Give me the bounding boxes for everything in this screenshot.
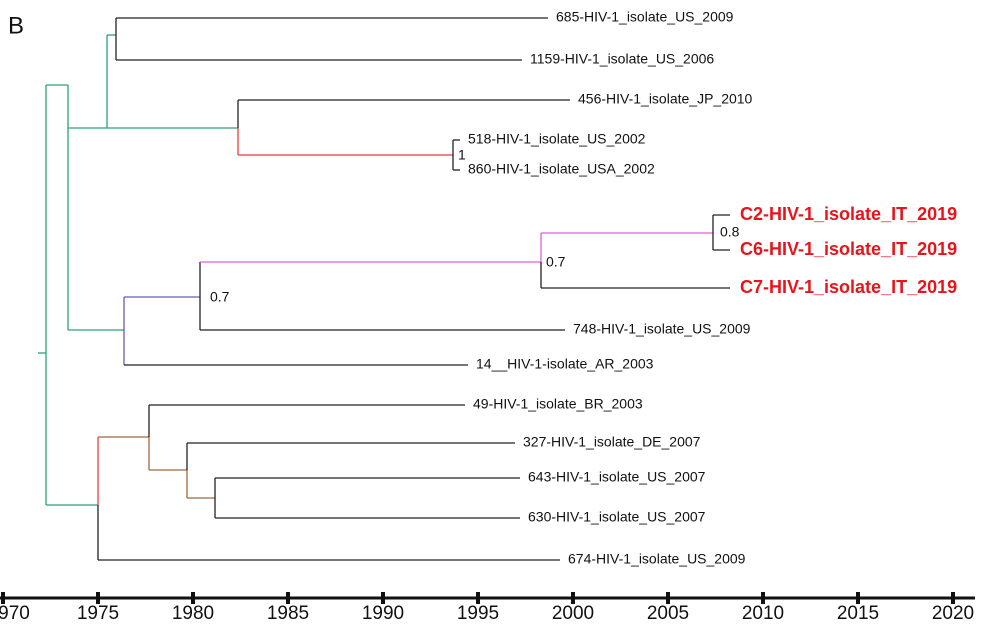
tick-label: 1980 xyxy=(172,603,214,624)
tip-label: C7-HIV-1_isolate_IT_2019 xyxy=(740,277,957,297)
tick-label: 2000 xyxy=(552,603,594,624)
tip-label: 643-HIV-1_isolate_US_2007 xyxy=(528,469,706,485)
tick-label: 1990 xyxy=(362,603,404,624)
tip-label: C6-HIV-1_isolate_IT_2019 xyxy=(740,239,957,259)
tip-label: C2-HIV-1_isolate_IT_2019 xyxy=(740,204,957,224)
tip-label: 14__HIV-1-isolate_AR_2003 xyxy=(476,356,654,372)
tip-label: 518-HIV-1_isolate_US_2002 xyxy=(468,131,646,147)
tip-label: 674-HIV-1_isolate_US_2009 xyxy=(568,551,746,567)
support-value: 0.8 xyxy=(720,224,740,240)
tip-label: 1159-HIV-1_isolate_US_2006 xyxy=(530,51,714,67)
support-value: 0.7 xyxy=(546,254,566,270)
support-value: 0.7 xyxy=(210,289,230,305)
tip-label: 49-HIV-1_isolate_BR_2003 xyxy=(473,396,643,412)
tip-label: 630-HIV-1_isolate_US_2007 xyxy=(528,509,706,525)
tick-label: 2020 xyxy=(932,603,974,624)
tip-label: 327-HIV-1_isolate_DE_2007 xyxy=(523,434,701,450)
tip-label: 748-HIV-1_isolate_US_2009 xyxy=(573,321,751,337)
tick-label: 1975 xyxy=(77,603,119,624)
tick-label: 2015 xyxy=(837,603,879,624)
panel-label: B xyxy=(8,12,24,39)
tick-label: 1995 xyxy=(457,603,499,624)
tick-label: 1985 xyxy=(267,603,309,624)
tip-label: 860-HIV-1_isolate_USA_2002 xyxy=(468,161,655,177)
support-value: 1 xyxy=(458,147,466,163)
tip-label: 456-HIV-1_isolate_JP_2010 xyxy=(578,91,753,107)
tick-label: 970 xyxy=(0,603,30,624)
tick-label: 2010 xyxy=(742,603,784,624)
tick-label: 2005 xyxy=(647,603,689,624)
tip-label: 685-HIV-1_isolate_US_2009 xyxy=(556,9,734,25)
